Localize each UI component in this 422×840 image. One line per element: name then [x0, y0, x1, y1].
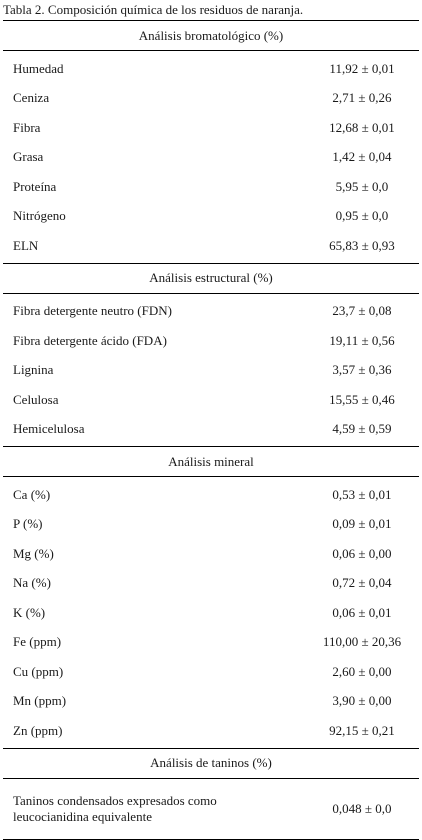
section-bromatologico: Análisis bromatológico (%) Humedad 11,92… — [3, 21, 419, 263]
section-taninos: Análisis de taninos (%) Taninos condensa… — [3, 747, 419, 839]
table-row: Ceniza 2,71 ± 0,26 — [3, 84, 419, 114]
row-value: 0,06 ± 0,00 — [332, 545, 392, 561]
row-value: 12,68 ± 0,01 — [329, 119, 395, 135]
row-label: K (%) — [13, 604, 46, 620]
row-value: 0,53 ± 0,01 — [332, 486, 392, 502]
table-row: Ca (%) 0,53 ± 0,01 — [3, 480, 419, 510]
row-value: 3,57 ± 0,36 — [332, 362, 392, 378]
table-row: K (%) 0,06 ± 0,01 — [3, 598, 419, 628]
section-rows: Ca (%) 0,53 ± 0,01 P (%) 0,09 ± 0,01 Mg … — [3, 477, 419, 748]
table-row: Fibra detergente ácido (FDA) 19,11 ± 0,5… — [3, 326, 419, 356]
row-value: 19,11 ± 0,56 — [329, 332, 395, 348]
table-row: ELN 65,83 ± 0,93 — [3, 231, 419, 261]
section-mineral: Análisis mineral Ca (%) 0,53 ± 0,01 P (%… — [3, 446, 419, 748]
section-rows: Humedad 11,92 ± 0,01 Ceniza 2,71 ± 0,26 … — [3, 51, 419, 263]
row-label: ELN — [13, 237, 39, 253]
row-value: 110,00 ± 20,36 — [322, 634, 402, 650]
row-value: 0,06 ± 0,01 — [332, 604, 392, 620]
row-value: 3,90 ± 0,00 — [332, 693, 392, 709]
table-row: Cu (ppm) 2,60 ± 0,00 — [3, 657, 419, 687]
row-value: 92,15 ± 0,21 — [329, 722, 395, 738]
table-caption: Tabla 2. Composición química de los resi… — [3, 2, 304, 17]
row-label: Fe (ppm) — [13, 634, 62, 650]
table-row: Mn (ppm) 3,90 ± 0,00 — [3, 687, 419, 717]
row-label: Mg (%) — [13, 545, 54, 561]
row-value: 2,71 ± 0,26 — [332, 90, 392, 106]
table-row: Nitrógeno 0,95 ± 0,0 — [3, 202, 419, 232]
section-rows: Fibra detergente neutro (FDN) 23,7 ± 0,0… — [3, 294, 419, 447]
row-value: 0,048 ± 0,0 — [332, 800, 392, 816]
section-header: Análisis mineral — [3, 446, 419, 477]
row-label: Fibra — [13, 119, 41, 135]
section-header: Análisis de taninos (%) — [3, 747, 419, 779]
row-value: 11,92 ± 0,01 — [329, 60, 395, 76]
row-label: Cu (ppm) — [13, 663, 64, 679]
table-row: Humedad 11,92 ± 0,01 — [3, 54, 419, 84]
table-row: Celulosa 15,55 ± 0,46 — [3, 385, 419, 415]
row-label: Lignina — [13, 362, 54, 378]
row-label: Ceniza — [13, 90, 50, 106]
row-label: Fibra detergente neutro (FDN) — [13, 303, 172, 319]
table-row: Lignina 3,57 ± 0,36 — [3, 356, 419, 386]
row-label: Nitrógeno — [13, 208, 66, 224]
table-row: Fibra 12,68 ± 0,01 — [3, 113, 419, 143]
row-label: Ca (%) — [13, 486, 51, 502]
row-label: Mn (ppm) — [13, 693, 67, 709]
row-label: Hemicelulosa — [13, 421, 85, 437]
table-row: Hemicelulosa 4,59 ± 0,59 — [3, 415, 419, 445]
row-value: 23,7 ± 0,08 — [332, 303, 392, 319]
table-row: Fe (ppm) 110,00 ± 20,36 — [3, 628, 419, 658]
row-value: 5,95 ± 0,0 — [335, 178, 389, 194]
row-label: Fibra detergente ácido (FDA) — [13, 332, 167, 348]
row-value: 4,59 ± 0,59 — [332, 421, 392, 437]
table-row: Taninos condensados expresados como leuc… — [3, 789, 419, 829]
table-row: Fibra detergente neutro (FDN) 23,7 ± 0,0… — [3, 297, 419, 327]
row-value: 2,60 ± 0,00 — [332, 663, 392, 679]
section-rows: Taninos condensados expresados como leuc… — [3, 779, 419, 839]
composition-table: Análisis bromatológico (%) Humedad 11,92… — [3, 20, 419, 840]
table-row: Mg (%) 0,06 ± 0,00 — [3, 539, 419, 569]
row-value: 0,09 ± 0,01 — [332, 516, 392, 532]
row-value: 0,72 ± 0,04 — [332, 575, 392, 591]
row-label: P (%) — [13, 516, 43, 532]
row-label: Zn (ppm) — [13, 722, 63, 738]
section-estructural: Análisis estructural (%) Fibra detergent… — [3, 262, 419, 447]
table-row: P (%) 0,09 ± 0,01 — [3, 510, 419, 540]
row-value: 65,83 ± 0,93 — [329, 237, 395, 253]
row-label: Proteína — [13, 178, 57, 194]
table-row: Zn (ppm) 92,15 ± 0,21 — [3, 716, 419, 746]
row-label: Humedad — [13, 60, 64, 76]
table-row: Proteína 5,95 ± 0,0 — [3, 172, 419, 202]
table-row: Na (%) 0,72 ± 0,04 — [3, 569, 419, 599]
row-label: Na (%) — [13, 575, 51, 591]
section-header: Análisis estructural (%) — [3, 262, 419, 294]
row-label: Grasa — [13, 149, 44, 165]
row-value: 15,55 ± 0,46 — [329, 391, 395, 407]
row-value: 1,42 ± 0,04 — [332, 149, 392, 165]
row-label: Celulosa — [13, 391, 59, 407]
row-value: 0,95 ± 0,0 — [335, 208, 389, 224]
section-header: Análisis bromatológico (%) — [3, 21, 419, 51]
table-row: Grasa 1,42 ± 0,04 — [3, 143, 419, 173]
row-label: Taninos condensados expresados como leuc… — [13, 792, 217, 824]
